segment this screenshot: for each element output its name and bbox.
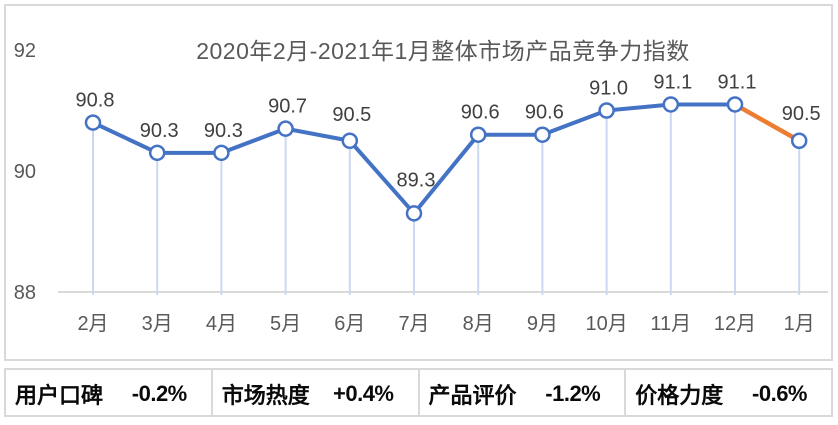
stat-user-reputation: 用户口碑 -0.2% bbox=[6, 370, 211, 415]
stats-bar: 用户口碑 -0.2% 市场热度 +0.4% 产品评价 -1.2% 价格力度 -0… bbox=[4, 368, 833, 417]
stat-label: 价格力度 bbox=[635, 382, 724, 408]
stat-label: 产品评价 bbox=[428, 382, 517, 408]
stat-price-strength: 价格力度 -0.6% bbox=[624, 370, 831, 415]
stat-product-rating: 产品评价 -1.2% bbox=[417, 370, 625, 415]
stat-value: -0.2% bbox=[131, 380, 187, 406]
stat-value: -1.2% bbox=[545, 380, 601, 406]
stat-value: -0.6% bbox=[752, 380, 807, 406]
competitiveness-index-chart-card: 2020年2月-2021年1月整体市场产品竞争力指数 bbox=[4, 4, 833, 361]
stat-value: +0.4% bbox=[333, 380, 394, 406]
chart-title: 2020年2月-2021年1月整体市场产品竞争力指数 bbox=[196, 38, 690, 64]
stat-label: 用户口碑 bbox=[15, 382, 104, 408]
stat-label: 市场热度 bbox=[221, 382, 310, 408]
stat-market-heat: 市场热度 +0.4% bbox=[210, 370, 418, 415]
